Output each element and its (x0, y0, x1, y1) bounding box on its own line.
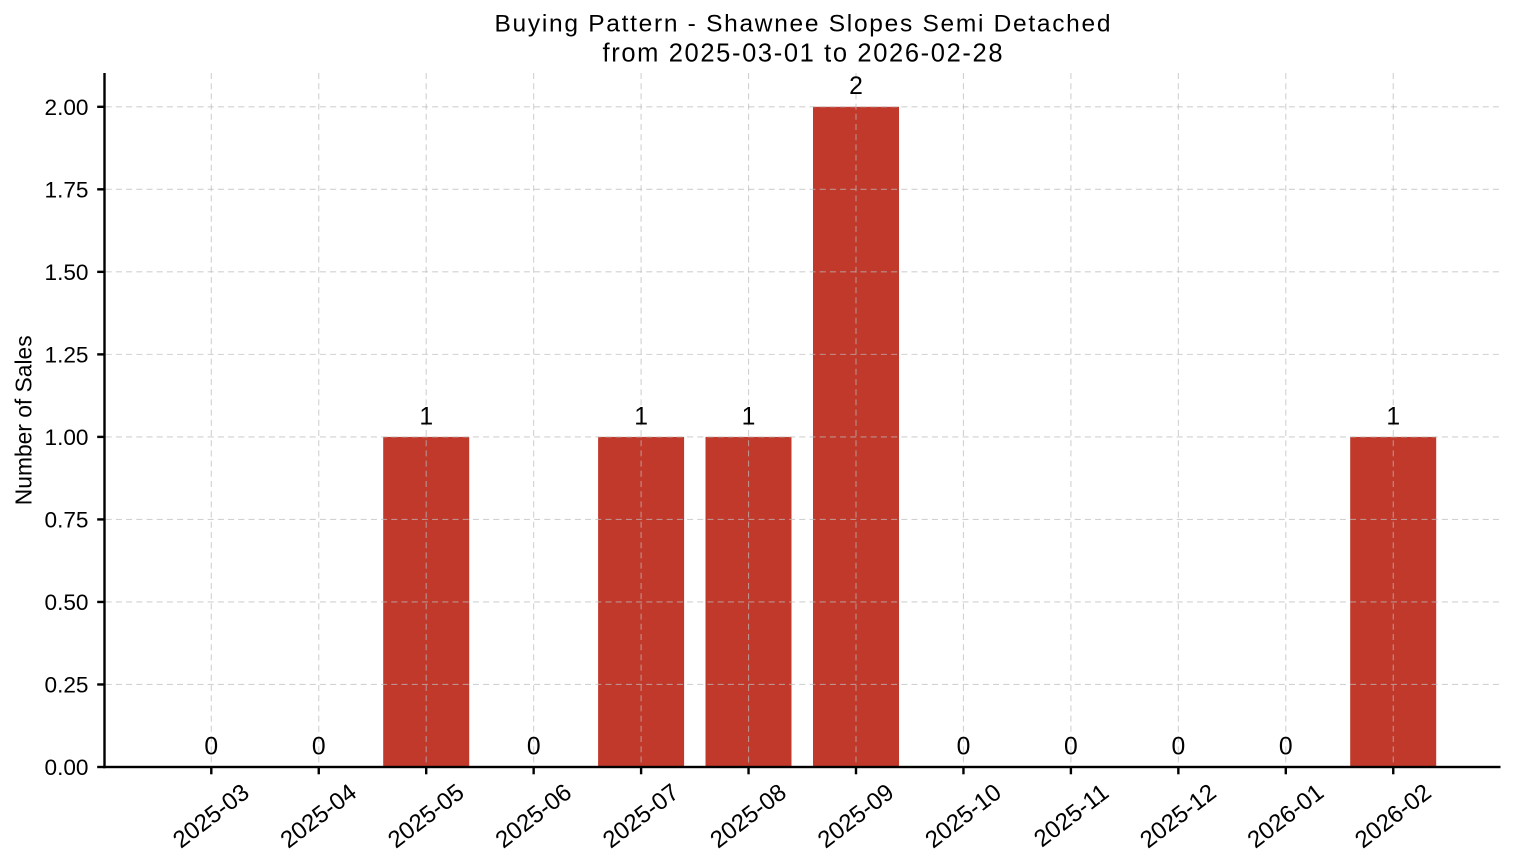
svg-text:0.25: 0.25 (45, 673, 89, 698)
svg-text:1.50: 1.50 (45, 260, 89, 285)
svg-text:0: 0 (204, 733, 218, 760)
svg-text:1.00: 1.00 (45, 425, 89, 450)
svg-text:0: 0 (527, 733, 541, 760)
svg-text:0.50: 0.50 (45, 590, 89, 615)
svg-text:Number of Sales: Number of Sales (11, 335, 37, 505)
svg-text:0: 0 (957, 733, 971, 760)
svg-text:0.75: 0.75 (45, 507, 89, 532)
svg-text:Buying Pattern - Shawnee Slope: Buying Pattern - Shawnee Slopes Semi Det… (495, 10, 1111, 37)
svg-text:0: 0 (1172, 733, 1186, 760)
svg-text:0.00: 0.00 (45, 755, 89, 780)
svg-text:1.25: 1.25 (45, 342, 89, 367)
svg-text:0: 0 (1279, 733, 1293, 760)
svg-text:1.75: 1.75 (45, 177, 89, 202)
svg-text:2.00: 2.00 (45, 95, 89, 120)
svg-text:1: 1 (1386, 403, 1400, 430)
svg-text:from 2025-03-01 to 2026-02-28: from 2025-03-01 to 2026-02-28 (603, 40, 1003, 68)
svg-text:1: 1 (419, 403, 433, 430)
svg-text:0: 0 (312, 733, 326, 760)
svg-text:1: 1 (742, 403, 756, 430)
svg-text:1: 1 (634, 403, 648, 430)
svg-text:0: 0 (1064, 733, 1078, 760)
svg-text:2: 2 (849, 73, 863, 100)
